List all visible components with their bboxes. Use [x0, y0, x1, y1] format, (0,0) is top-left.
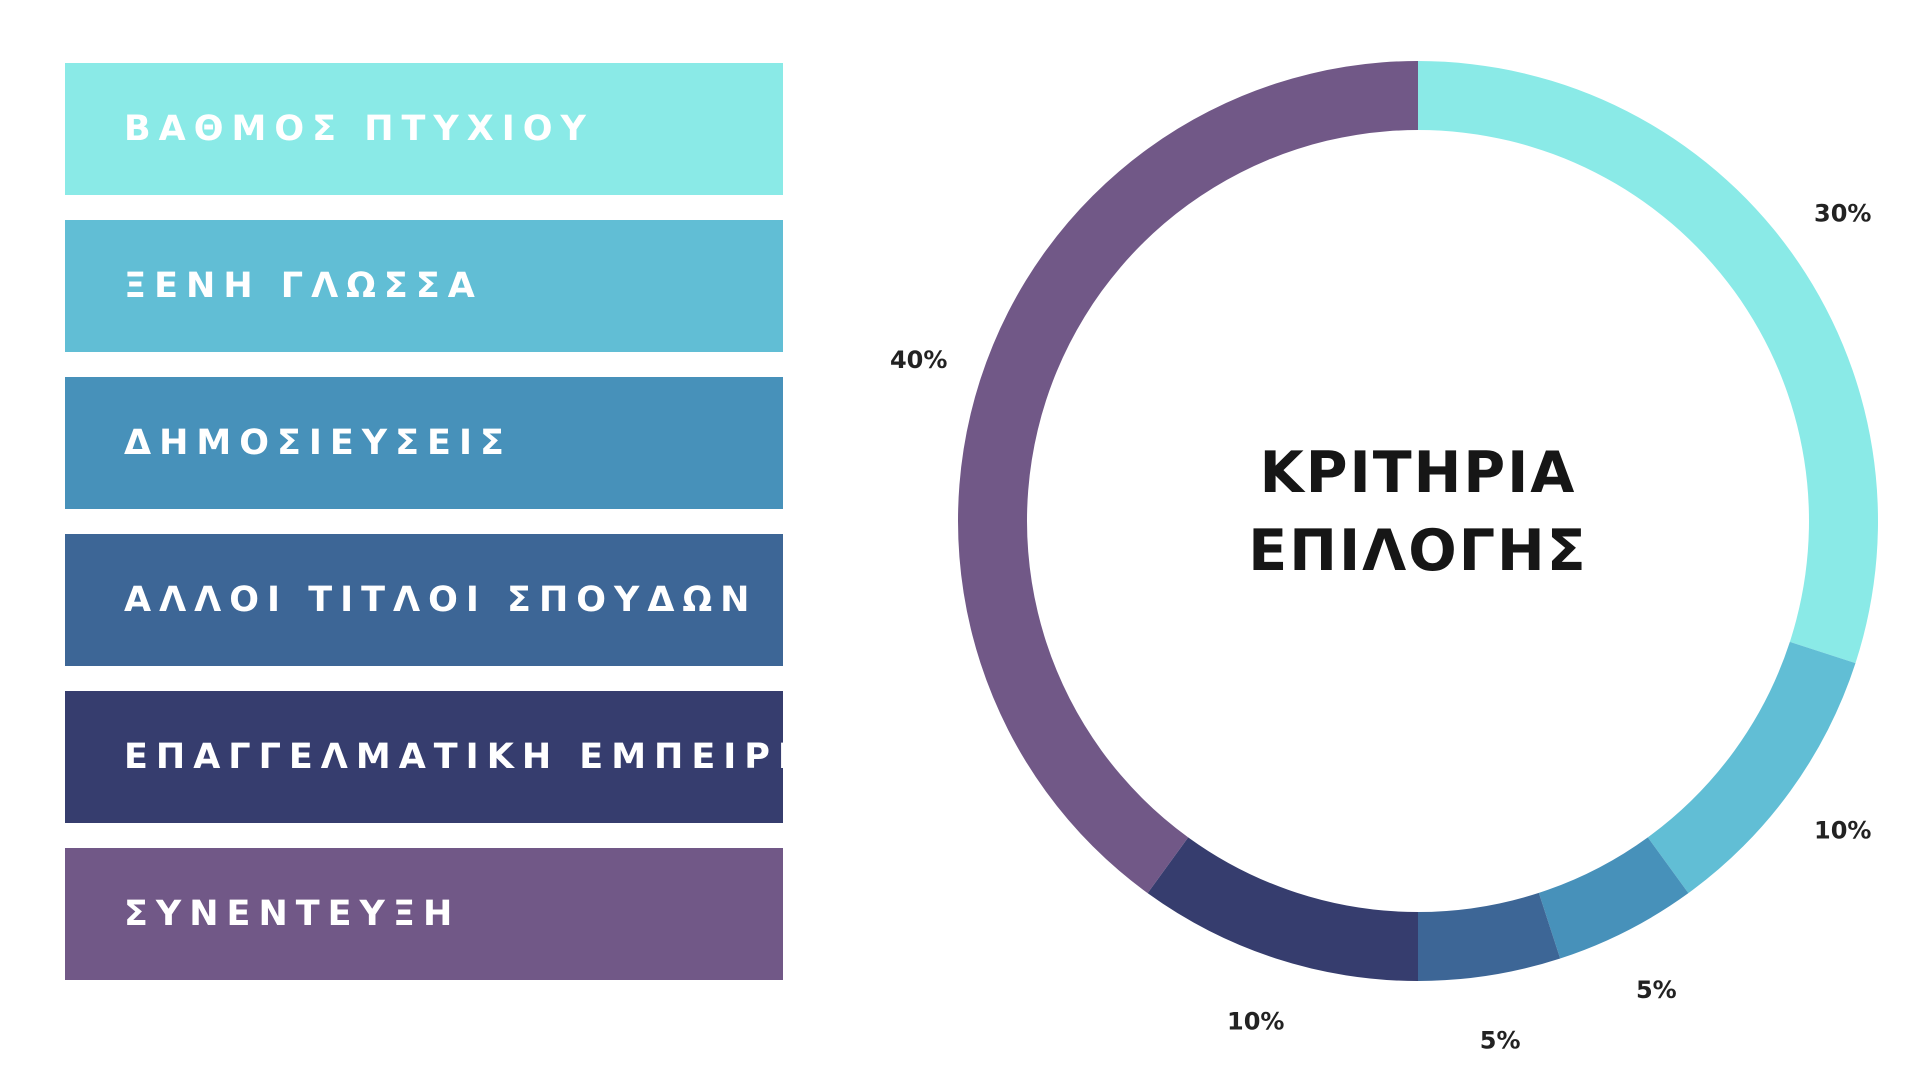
- donut-slice-5: [1147, 837, 1418, 981]
- slice-value-label-4: 5%: [1480, 1027, 1521, 1055]
- slice-value-label-2: 10%: [1814, 817, 1871, 845]
- donut-slices: [958, 61, 1879, 981]
- slice-value-label-6: 40%: [890, 346, 947, 374]
- donut-slice-1: [1418, 61, 1879, 664]
- legend-label: ΣΥΝΕΝΤΕΥΞΗ: [124, 894, 461, 934]
- legend-item-2: ΞΕΝΗ ΓΛΩΣΣΑ: [65, 220, 783, 352]
- chart-title-line-2: ΕΠΙΛΟΓΗΣ: [1248, 518, 1587, 584]
- donut-slice-3: [1538, 837, 1689, 959]
- donut-slice-6: [958, 61, 1418, 894]
- legend-label: ΒΑΘΜΟΣ ΠΤΥΧΙΟΥ: [124, 109, 594, 149]
- legend-item-6: ΣΥΝΕΝΤΕΥΞΗ: [65, 848, 783, 980]
- donut-slice-4: [1418, 892, 1561, 981]
- legend-item-5: ΕΠΑΓΓΕΛΜΑΤΙΚΗ ΕΜΠΕΙΡΙΑ: [65, 691, 826, 823]
- legend-item-4: ΑΛΛΟΙ ΤΙΤΛΟΙ ΣΠΟΥΔΩΝ: [65, 534, 783, 666]
- legend-item-1: ΒΑΘΜΟΣ ΠΤΥΧΙΟΥ: [65, 63, 783, 195]
- legend-label: ΔΗΜΟΣΙΕΥΣΕΙΣ: [124, 423, 512, 463]
- legend-label: ΞΕΝΗ ΓΛΩΣΣΑ: [124, 266, 483, 306]
- value-labels: 30% 10% 5% 5% 10% 40%: [890, 199, 1871, 1054]
- slice-value-label-5: 10%: [1227, 1007, 1284, 1035]
- legend-item-3: ΔΗΜΟΣΙΕΥΣΕΙΣ: [65, 377, 783, 509]
- slice-value-label-1: 30%: [1814, 199, 1871, 227]
- donut-slice-2: [1647, 641, 1856, 894]
- chart-title-line-1: ΚΡΙΤΗΡΙΑ: [1260, 440, 1577, 506]
- legend-label: ΕΠΑΓΓΕΛΜΑΤΙΚΗ ΕΜΠΕΙΡΙΑ: [124, 737, 835, 777]
- slice-value-label-3: 5%: [1636, 976, 1677, 1004]
- legend-label: ΑΛΛΟΙ ΤΙΤΛΟΙ ΣΠΟΥΔΩΝ: [124, 580, 758, 620]
